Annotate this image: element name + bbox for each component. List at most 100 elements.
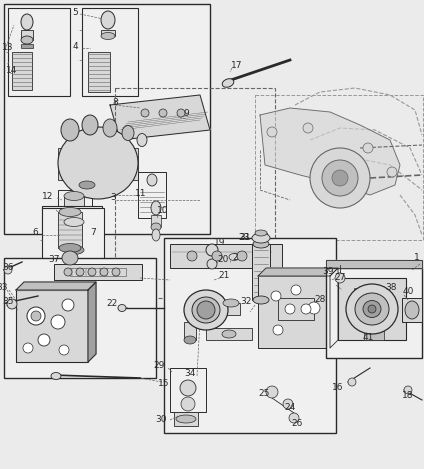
Bar	[364, 330, 384, 340]
Circle shape	[212, 251, 222, 261]
Text: 24: 24	[284, 403, 295, 413]
Bar	[12, 52, 32, 90]
Circle shape	[285, 304, 295, 314]
Text: 18: 18	[402, 391, 413, 400]
Circle shape	[51, 315, 65, 329]
Text: 29: 29	[153, 361, 165, 370]
Bar	[78, 178, 96, 192]
Text: 17: 17	[231, 61, 243, 69]
Bar	[21, 44, 33, 48]
Bar	[255, 233, 267, 239]
Ellipse shape	[147, 174, 157, 186]
Ellipse shape	[64, 191, 84, 201]
Ellipse shape	[253, 296, 269, 304]
Circle shape	[310, 148, 370, 208]
Ellipse shape	[346, 284, 398, 334]
Circle shape	[197, 301, 215, 319]
Text: 30: 30	[156, 416, 167, 424]
Bar	[21, 30, 33, 40]
Ellipse shape	[184, 336, 196, 344]
Bar	[174, 412, 198, 426]
Text: 8: 8	[112, 98, 118, 106]
Ellipse shape	[101, 32, 115, 39]
Bar	[82, 8, 138, 96]
Ellipse shape	[176, 415, 196, 423]
Polygon shape	[326, 260, 422, 268]
Circle shape	[62, 299, 74, 311]
Text: 4: 4	[73, 41, 78, 51]
Circle shape	[267, 127, 277, 137]
Bar	[54, 264, 142, 280]
Bar	[354, 288, 384, 304]
Polygon shape	[258, 268, 338, 276]
Text: 35: 35	[2, 297, 14, 307]
Bar	[88, 52, 110, 92]
Circle shape	[27, 307, 45, 325]
Bar	[58, 148, 138, 180]
Bar	[258, 276, 330, 348]
Circle shape	[31, 311, 41, 321]
Polygon shape	[330, 268, 338, 348]
Polygon shape	[110, 95, 210, 140]
Ellipse shape	[64, 218, 84, 227]
Ellipse shape	[58, 127, 138, 199]
Circle shape	[303, 123, 313, 133]
Bar	[4, 4, 210, 234]
Text: 1: 1	[414, 254, 420, 263]
Text: 28: 28	[314, 295, 325, 303]
Text: 39: 39	[323, 267, 334, 277]
Circle shape	[141, 109, 149, 117]
Ellipse shape	[222, 79, 234, 87]
Ellipse shape	[192, 297, 220, 323]
Circle shape	[88, 268, 96, 276]
Bar	[184, 322, 196, 340]
Bar	[62, 152, 134, 176]
Bar	[64, 222, 84, 250]
Circle shape	[291, 285, 301, 295]
Circle shape	[387, 167, 397, 177]
Circle shape	[332, 170, 348, 186]
Circle shape	[187, 251, 197, 261]
Bar	[255, 95, 423, 240]
Text: 36: 36	[2, 263, 14, 272]
Ellipse shape	[229, 254, 239, 260]
Text: 34: 34	[184, 369, 196, 378]
Circle shape	[289, 413, 299, 423]
Text: 7: 7	[90, 227, 96, 236]
Ellipse shape	[152, 229, 160, 241]
Circle shape	[301, 304, 311, 314]
Text: 15: 15	[158, 378, 170, 387]
Ellipse shape	[62, 251, 78, 265]
Text: 6: 6	[32, 227, 38, 236]
Bar	[42, 208, 104, 268]
Text: 9: 9	[183, 108, 189, 118]
Circle shape	[348, 378, 356, 386]
Text: 14: 14	[6, 66, 17, 75]
Ellipse shape	[21, 36, 33, 44]
Bar	[170, 244, 282, 268]
Bar	[138, 172, 166, 218]
Polygon shape	[260, 108, 400, 195]
Text: 33: 33	[0, 283, 8, 293]
Text: 37: 37	[48, 256, 59, 265]
Text: 31: 31	[240, 233, 251, 242]
Ellipse shape	[405, 301, 419, 319]
Circle shape	[335, 273, 345, 283]
Circle shape	[273, 325, 283, 335]
Ellipse shape	[101, 11, 115, 29]
Ellipse shape	[59, 243, 81, 252]
Circle shape	[180, 380, 196, 396]
Ellipse shape	[184, 290, 228, 330]
Bar	[64, 196, 84, 222]
Bar	[4, 258, 156, 378]
Ellipse shape	[118, 304, 126, 311]
Bar	[8, 8, 70, 96]
Circle shape	[237, 251, 247, 261]
Ellipse shape	[253, 240, 269, 248]
Ellipse shape	[151, 223, 161, 231]
Bar	[200, 290, 210, 306]
Ellipse shape	[363, 301, 381, 318]
Bar	[16, 290, 88, 362]
Ellipse shape	[103, 119, 117, 137]
Circle shape	[308, 302, 320, 314]
